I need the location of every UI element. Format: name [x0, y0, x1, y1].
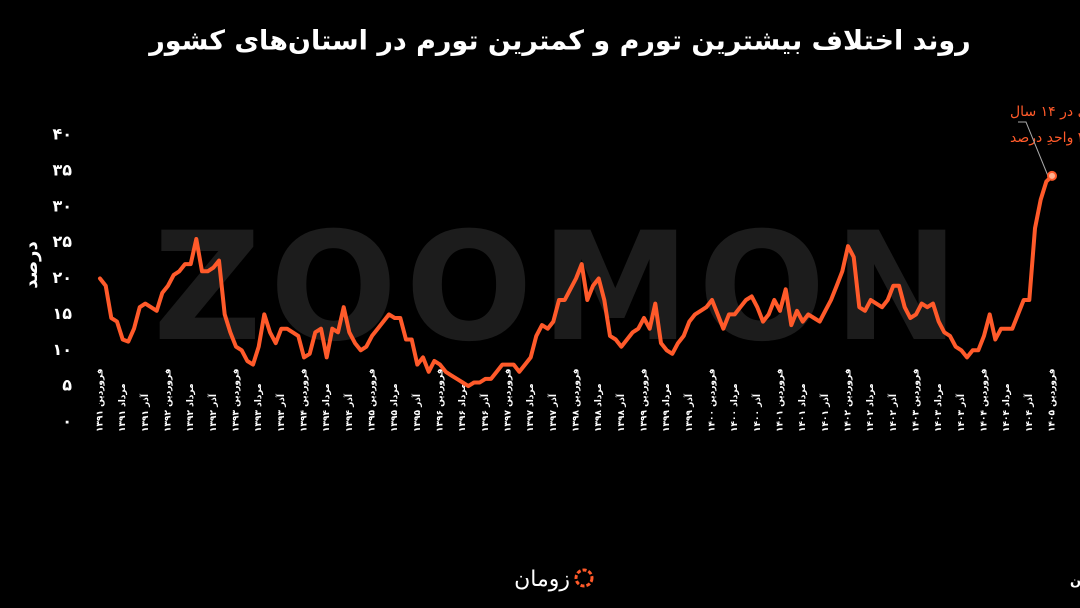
- x-tick-label: مرداد ۱۳۹۵: [390, 383, 400, 432]
- y-tick-label: ۲۵: [52, 232, 72, 251]
- x-tick-label: آذر ۱۴۰۳: [955, 393, 967, 432]
- x-tick-label: مرداد ۱۳۹۷: [526, 383, 536, 432]
- x-tick-label: آذر ۱۳۹۴: [343, 393, 355, 432]
- x-tick-label: مرداد ۱۴۰۳: [934, 383, 944, 432]
- x-tick-label: آذر ۱۳۹۷: [547, 393, 559, 432]
- x-tick-label: مرداد ۱۴۰۴: [1002, 383, 1012, 432]
- x-tick-label: فروردین ۱۳۹۶: [436, 368, 446, 432]
- x-tick-label: فروردین ۱۳۹۴: [300, 368, 310, 432]
- x-tick-label: آذر ۱۴۰۱: [819, 393, 831, 432]
- x-tick-label: مرداد ۱۴۰۰: [730, 383, 740, 432]
- x-tick-label: آذر ۱۳۹۹: [683, 393, 695, 432]
- chart-title: روند اختلاف بیشترین تورم و کمترین تورم د…: [147, 26, 970, 57]
- x-tick-label: آذر ۱۴۰۰: [751, 393, 763, 432]
- x-tick-label: آذر ۱۳۹۱: [139, 393, 151, 432]
- y-tick-label: ۰: [62, 412, 72, 431]
- x-tick-label: مرداد ۱۳۹۲: [186, 383, 196, 432]
- y-tick-label: ۱۵: [52, 304, 72, 323]
- source: منبع: تورم نقطه به نقطه مرکز آمار ایران: [1070, 573, 1080, 590]
- y-tick-label: ۳۰: [52, 196, 72, 215]
- x-tick-label: فروردین ۱۳۹۲: [164, 368, 174, 432]
- y-tick-label: ۴۰: [52, 125, 72, 144]
- annotation: گذشته برابر با ۳۴/۳ واحدِ درصد: [1010, 129, 1080, 146]
- logo: زومان: [514, 567, 570, 592]
- annotation: رکورد بالاترین اختلاف تورمی در ۱۴ سال: [1010, 104, 1080, 120]
- x-tick-label: آذر ۱۴۰۲: [887, 393, 899, 432]
- x-tick-label: فروردین ۱۳۹۵: [368, 368, 378, 432]
- x-tick-label: آذر ۱۳۹۶: [479, 393, 491, 432]
- y-axis-label: درصد: [21, 241, 42, 288]
- x-tick-label: فروردین ۱۳۹۳: [232, 368, 242, 432]
- x-tick-label: فروردین ۱۴۰۳: [912, 368, 922, 432]
- x-tick-label: فروردین ۱۴۰۱: [776, 368, 786, 432]
- y-tick-label: ۳۵: [52, 160, 72, 179]
- x-tick-label: آذر ۱۴۰۴: [1023, 393, 1035, 432]
- x-tick-label: مرداد ۱۳۹۸: [594, 383, 604, 432]
- x-tick-label: آذر ۱۳۹۲: [207, 393, 219, 432]
- annotation-leader: [1018, 121, 1049, 177]
- x-tick-label: فروردین ۱۴۰۲: [844, 368, 854, 432]
- x-tick-label: مرداد ۱۳۹۹: [662, 383, 672, 432]
- x-tick-label: مرداد ۱۳۹۳: [254, 383, 264, 432]
- x-tick-label: مرداد ۱۳۹۴: [322, 383, 332, 432]
- x-tick-label: فروردین ۱۳۹۸: [572, 368, 582, 432]
- watermark: ZOOMON: [153, 201, 967, 375]
- x-tick-label: آذر ۱۳۹۳: [275, 393, 287, 432]
- x-tick-label: آذر ۱۳۹۸: [615, 393, 627, 432]
- x-tick-label: فروردین ۱۴۰۵: [1048, 368, 1058, 432]
- x-tick-label: فروردین ۱۴۰۰: [708, 368, 718, 432]
- x-tick-label: فروردین ۱۳۹۷: [504, 368, 514, 432]
- y-tick-label: ۲۰: [52, 268, 72, 287]
- x-tick-label: مرداد ۱۴۰۱: [798, 383, 808, 432]
- x-tick-label: فروردین ۱۳۹۹: [640, 368, 650, 432]
- y-tick-label: ۵: [62, 376, 72, 395]
- x-tick-label: فروردین ۱۳۹۱: [96, 368, 106, 432]
- x-tick-label: مرداد ۱۴۰۲: [866, 383, 876, 432]
- line: [98, 173, 1054, 389]
- x-tick-label: مرداد ۱۳۹۶: [458, 383, 468, 432]
- x-tick-label: آذر ۱۳۹۵: [411, 393, 423, 432]
- logo-icon: [574, 568, 594, 588]
- x-tick-label: مرداد ۱۳۹۱: [118, 383, 128, 432]
- x-tick-label: فروردین ۱۴۰۴: [980, 368, 990, 432]
- end-marker: [1047, 170, 1057, 181]
- y-tick-label: ۱۰: [52, 340, 72, 359]
